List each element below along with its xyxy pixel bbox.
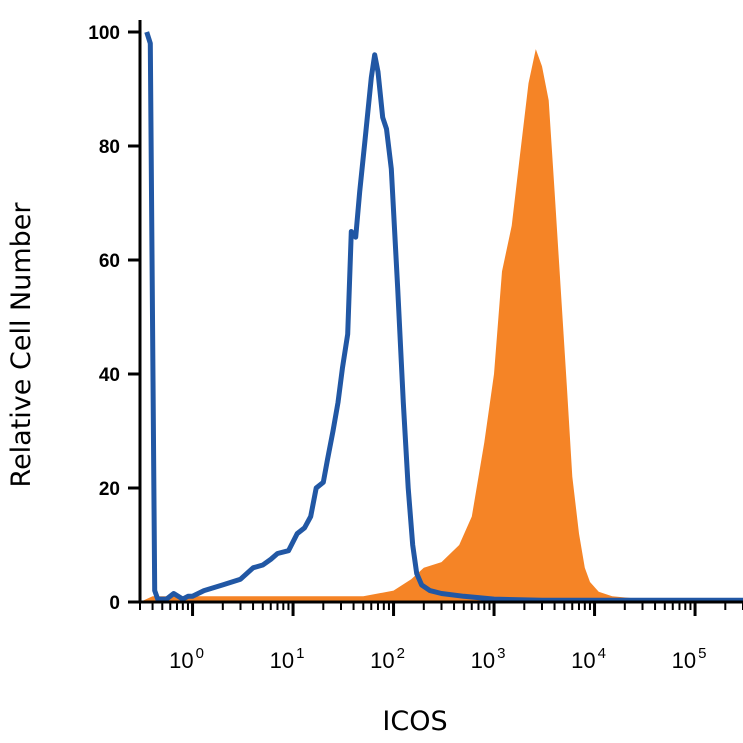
x-tick-label: 10 2 xyxy=(370,645,405,673)
x-tick-label: 10 1 xyxy=(270,645,305,673)
x-tick-label: 10 4 xyxy=(571,645,606,673)
y-tick-label: 40 xyxy=(99,365,120,386)
y-tick-label: 20 xyxy=(99,479,120,500)
y-tick-label: 60 xyxy=(99,251,120,272)
x-axis-title: ICOS xyxy=(382,706,447,737)
x-tick-label: 10 5 xyxy=(672,645,707,673)
x-tick-label: 10 0 xyxy=(169,645,204,673)
axes-layer xyxy=(138,20,743,604)
y-axis-title: Relative Cell Number xyxy=(6,202,37,488)
ticks-layer: 0 20 40 60 80 100 10 0 10 1 10 2 10 3 10 4 10 5 xyxy=(88,23,743,673)
y-tick-label: 0 xyxy=(109,593,120,614)
y-tick-label: 80 xyxy=(99,137,120,158)
y-tick-label: 100 xyxy=(88,23,120,44)
series-0-filled-histogram xyxy=(140,49,743,603)
series-layer xyxy=(140,31,743,603)
series-1-line-histogram xyxy=(144,31,743,603)
x-tick-label: 10 3 xyxy=(471,645,506,673)
